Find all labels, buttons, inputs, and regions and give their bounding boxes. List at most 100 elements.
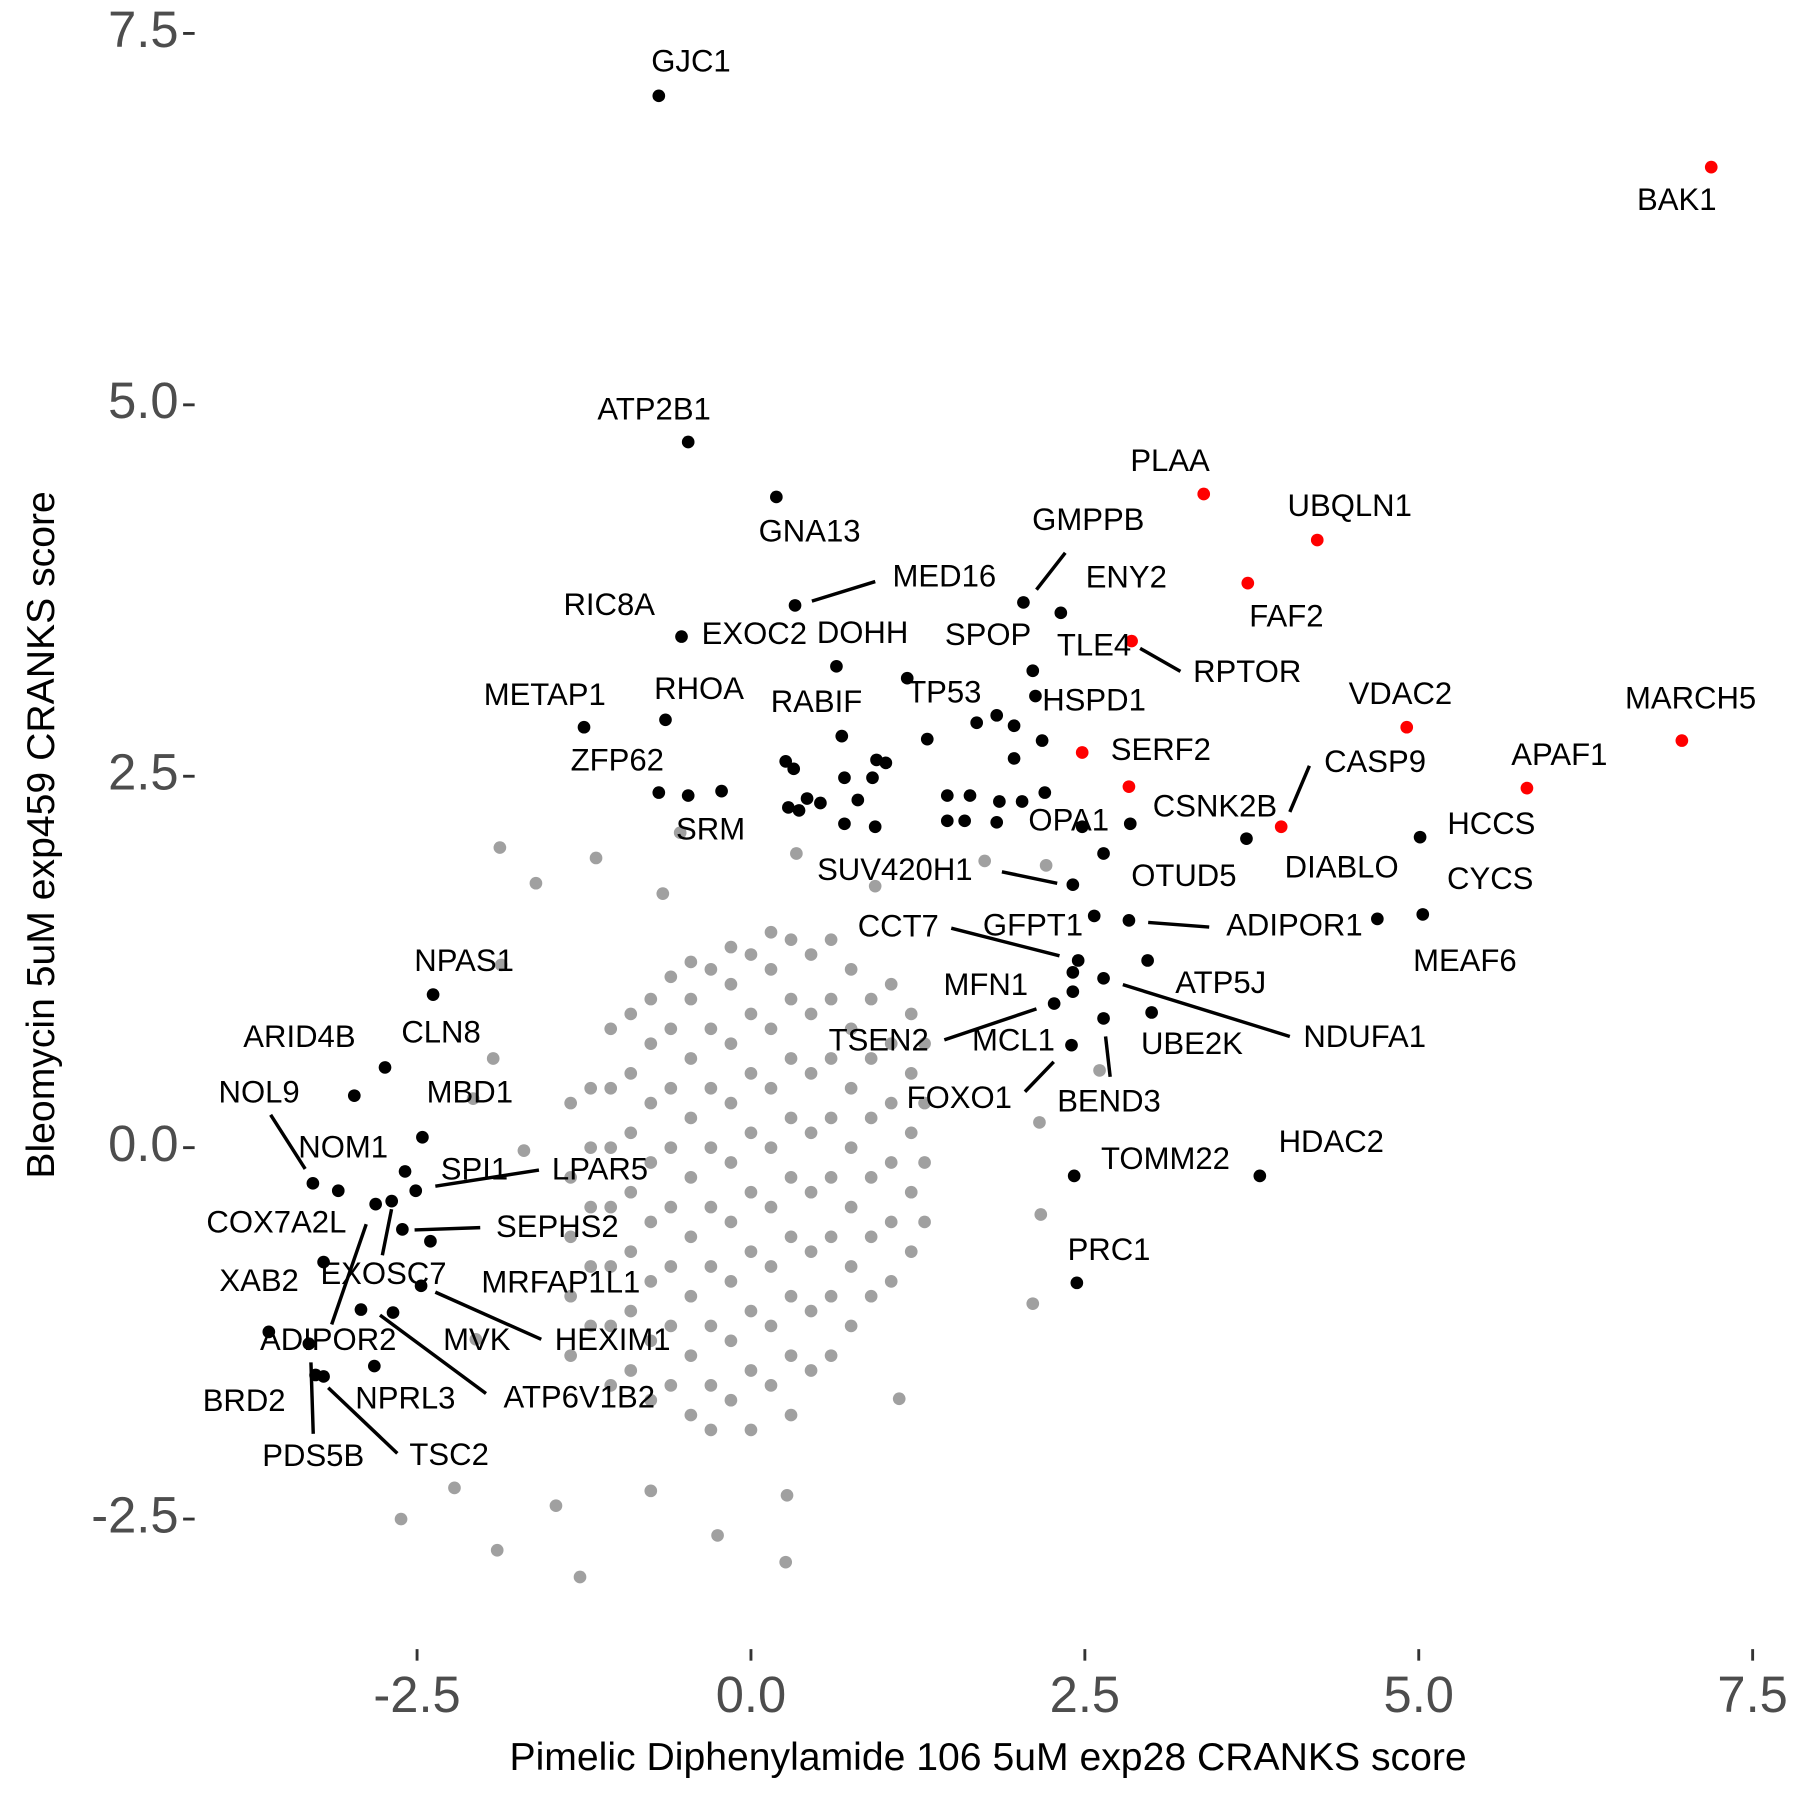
point	[396, 1223, 409, 1236]
point	[787, 762, 801, 776]
point	[884, 1215, 898, 1229]
point	[644, 1393, 658, 1407]
point-label: CLN8	[401, 1014, 480, 1049]
point	[1017, 596, 1030, 609]
point	[790, 847, 803, 860]
point	[704, 1022, 718, 1036]
point	[1075, 820, 1089, 834]
point-label: GFPT1	[983, 907, 1083, 942]
y-tick-label: 2.5	[108, 744, 178, 801]
point	[814, 796, 827, 810]
point	[918, 1215, 931, 1229]
leader-line	[943, 1007, 1038, 1042]
point	[868, 879, 882, 893]
point	[744, 948, 758, 961]
point	[844, 963, 858, 976]
point	[884, 1156, 898, 1169]
point	[494, 958, 508, 972]
point	[1371, 912, 1384, 926]
point-label: EXOSC7	[320, 1256, 446, 1291]
point	[624, 1126, 638, 1140]
point-label: TSEN2	[829, 1022, 929, 1057]
point	[624, 1304, 638, 1318]
point	[659, 713, 672, 727]
point	[644, 1334, 658, 1348]
point	[684, 992, 698, 1006]
point	[864, 1052, 878, 1065]
point-label: ADIPOR2	[260, 1322, 396, 1357]
leader-line	[379, 1313, 488, 1395]
point	[589, 851, 603, 865]
point	[302, 1337, 316, 1351]
x-axis-title: Pimelic Diphenylamide 106 5uM exp28 CRAN…	[509, 1736, 1466, 1779]
point	[624, 1185, 638, 1199]
point	[884, 1275, 898, 1288]
point	[652, 786, 666, 799]
point	[744, 1007, 758, 1021]
point	[864, 1230, 878, 1244]
point	[918, 1096, 931, 1110]
point	[644, 1484, 658, 1498]
point	[664, 970, 678, 984]
point	[604, 1141, 618, 1154]
point	[378, 1061, 392, 1074]
point	[652, 89, 666, 103]
leader-line	[414, 1225, 481, 1232]
point-label: XAB2	[219, 1263, 298, 1298]
point	[317, 1370, 330, 1383]
point	[844, 1260, 858, 1273]
point	[804, 1245, 818, 1258]
y-axis-title: Bleomycin 5uM exp459 CRANKS score	[20, 491, 63, 1178]
point-label: HDAC2	[1279, 1124, 1384, 1159]
point	[673, 826, 687, 840]
point	[1413, 830, 1427, 844]
point	[1066, 985, 1080, 999]
point	[918, 1037, 931, 1050]
point	[884, 1037, 898, 1050]
point	[704, 1319, 718, 1333]
point-label: RHOA	[654, 671, 744, 706]
point	[838, 771, 851, 785]
point	[884, 977, 898, 991]
point	[306, 1176, 320, 1190]
point	[424, 1234, 437, 1248]
point	[584, 1260, 598, 1273]
point	[904, 1126, 918, 1140]
point	[414, 1279, 428, 1293]
point-label: ADIPOR1	[1226, 907, 1362, 942]
point	[864, 992, 878, 1006]
point	[784, 992, 798, 1006]
point	[764, 1081, 778, 1095]
point-label: SRM	[676, 812, 745, 847]
point	[868, 820, 882, 834]
point	[800, 792, 814, 805]
point-label: MCL1	[972, 1022, 1055, 1057]
point	[824, 1230, 838, 1244]
point	[704, 1141, 718, 1154]
point	[624, 1245, 638, 1258]
point	[664, 1200, 678, 1214]
point	[804, 1007, 818, 1021]
point	[764, 1200, 778, 1214]
point	[573, 1570, 587, 1584]
point	[1675, 734, 1689, 747]
point	[704, 1423, 718, 1437]
point	[770, 490, 783, 504]
point	[1097, 971, 1110, 985]
point	[900, 671, 914, 685]
point	[347, 1089, 361, 1102]
point-label: GJC1	[651, 44, 730, 79]
point	[1065, 1038, 1078, 1052]
point	[744, 1245, 758, 1258]
point	[416, 1130, 429, 1144]
point	[564, 1289, 577, 1303]
point	[1039, 859, 1053, 872]
point-label: NOM1	[298, 1130, 388, 1165]
point	[604, 1319, 618, 1333]
point	[920, 732, 934, 746]
point	[835, 729, 849, 743]
point	[784, 1289, 798, 1303]
x-tick-label: 0.0	[716, 1666, 786, 1723]
point	[549, 1499, 563, 1513]
